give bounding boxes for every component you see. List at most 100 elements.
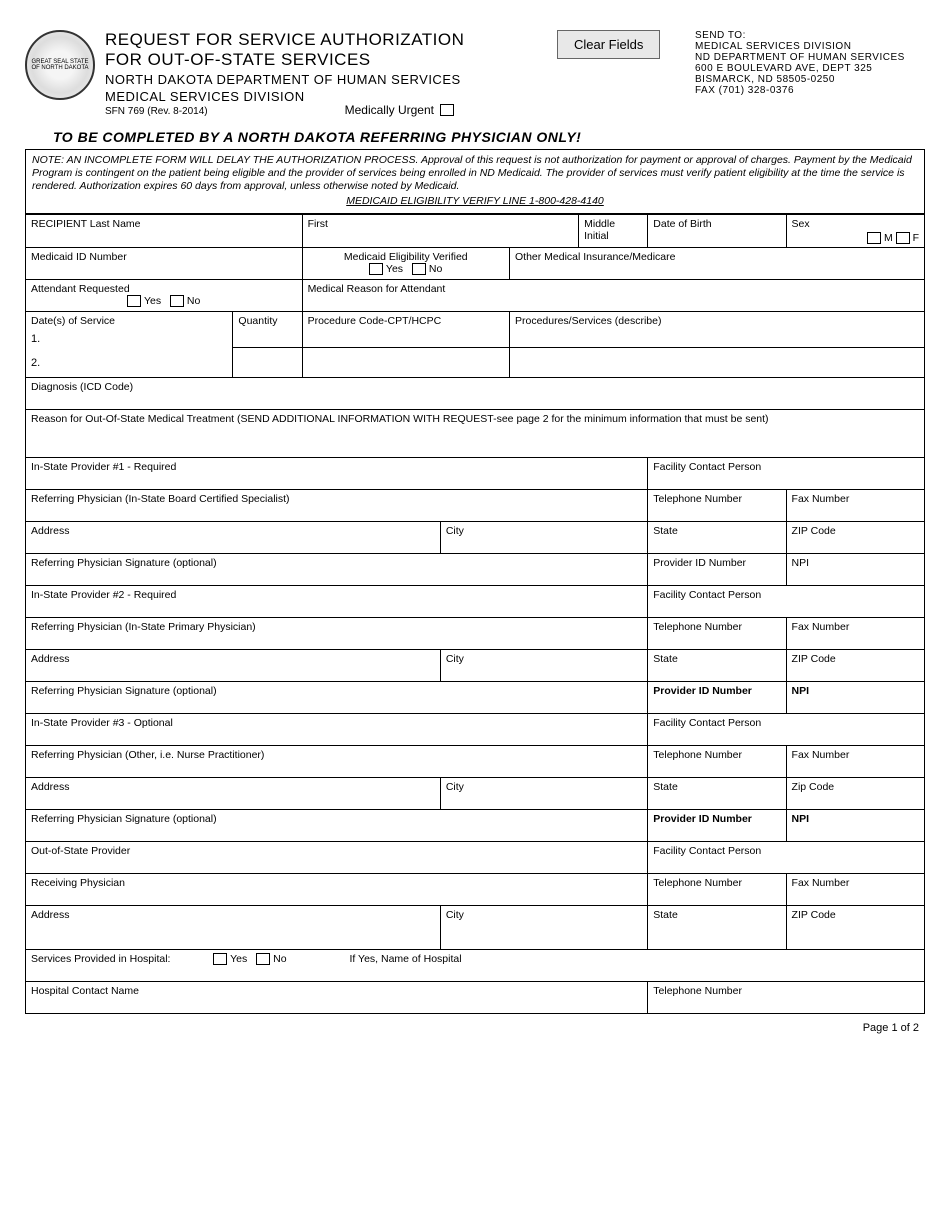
header: GREAT SEAL STATE OF NORTH DAKOTA REQUEST… — [25, 30, 925, 117]
oos-provider[interactable]: Out-of-State Provider — [26, 842, 648, 874]
provider2-physician[interactable]: Referring Physician (In-State Primary Ph… — [26, 618, 648, 650]
proc-desc-2[interactable] — [509, 348, 924, 378]
recipient-dob[interactable]: Date of Birth — [648, 214, 786, 247]
provider3-telephone[interactable]: Telephone Number — [648, 746, 786, 778]
provider2-header: In-State Provider #2 - Required — [26, 586, 648, 618]
provider3-signature[interactable]: Referring Physician Signature (optional) — [26, 810, 648, 842]
provider3-provider-id[interactable]: Provider ID Number — [648, 810, 786, 842]
form-page: GREAT SEAL STATE OF NORTH DAKOTA REQUEST… — [0, 0, 950, 1064]
hospital-contact-name[interactable]: Hospital Contact Name — [26, 982, 648, 1014]
service-row-2[interactable]: 2. — [26, 348, 233, 378]
provider1-physician[interactable]: Referring Physician (In-State Board Cert… — [26, 490, 648, 522]
send-to-block: SEND TO: MEDICAL SERVICES DIVISION ND DE… — [695, 30, 925, 96]
provider1-zip[interactable]: ZIP Code — [786, 522, 924, 554]
medically-urgent-label: Medically Urgent — [345, 103, 434, 117]
division-name: MEDICAL SERVICES DIVISION — [105, 89, 305, 104]
provider3-facility-contact[interactable]: Facility Contact Person — [648, 714, 925, 746]
hospital-no-label: No — [273, 953, 286, 965]
if-yes-hospital-label: If Yes, Name of Hospital — [349, 953, 461, 965]
sex-m-label: M — [884, 232, 893, 244]
state-seal-icon: GREAT SEAL STATE OF NORTH DAKOTA — [25, 30, 95, 100]
provider1-signature[interactable]: Referring Physician Signature (optional) — [26, 554, 648, 586]
provider2-provider-id[interactable]: Provider ID Number — [648, 682, 786, 714]
provider3-physician[interactable]: Referring Physician (Other, i.e. Nurse P… — [26, 746, 648, 778]
attendant-requested: Attendant Requested Yes No — [26, 279, 303, 311]
sex-m-checkbox[interactable] — [867, 232, 881, 244]
provider3-state[interactable]: State — [648, 778, 786, 810]
provider3-zip[interactable]: Zip Code — [786, 778, 924, 810]
reason-out-of-state[interactable]: Reason for Out-Of-State Medical Treatmen… — [26, 410, 925, 458]
medically-urgent-checkbox[interactable] — [440, 104, 454, 116]
quantity-2[interactable] — [233, 348, 302, 378]
receiving-physician[interactable]: Receiving Physician — [26, 874, 648, 906]
medical-reason-attendant[interactable]: Medical Reason for Attendant — [302, 279, 924, 311]
hospital-no-checkbox[interactable] — [256, 953, 270, 965]
provider2-state[interactable]: State — [648, 650, 786, 682]
procedure-code-header: Procedure Code-CPT/HCPC — [302, 311, 509, 348]
provider3-npi[interactable]: NPI — [786, 810, 924, 842]
provider2-telephone[interactable]: Telephone Number — [648, 618, 786, 650]
sendto-line3: 600 E BOULEVARD AVE, DEPT 325 — [695, 63, 925, 74]
recipient-mi[interactable]: Middle Initial — [579, 214, 648, 247]
provider3-city[interactable]: City — [440, 778, 647, 810]
provider2-city[interactable]: City — [440, 650, 647, 682]
elig-yes-checkbox[interactable] — [369, 263, 383, 275]
completed-by-notice: TO BE COMPLETED BY A NORTH DAKOTA REFERR… — [53, 129, 925, 145]
provider2-fax[interactable]: Fax Number — [786, 618, 924, 650]
sendto-line4: BISMARCK, ND 58505-0250 — [695, 74, 925, 85]
hospital-telephone[interactable]: Telephone Number — [648, 982, 925, 1014]
oos-address[interactable]: Address — [26, 906, 441, 950]
clear-fields-button[interactable]: Clear Fields — [557, 30, 660, 59]
form-number: SFN 769 (Rev. 8-2014) — [105, 106, 305, 117]
hospital-yes-checkbox[interactable] — [213, 953, 227, 965]
proc-code-2[interactable] — [302, 348, 509, 378]
attendant-no-checkbox[interactable] — [170, 295, 184, 307]
provider1-fax[interactable]: Fax Number — [786, 490, 924, 522]
attendant-yes-checkbox[interactable] — [127, 295, 141, 307]
dept-name: NORTH DAKOTA DEPARTMENT OF HUMAN SERVICE… — [105, 72, 557, 87]
medically-urgent-row: Medically Urgent — [345, 103, 454, 117]
dates-of-service-header: Date(s) of Service1. — [26, 311, 233, 348]
provider2-npi[interactable]: NPI — [786, 682, 924, 714]
sendto-line1: MEDICAL SERVICES DIVISION — [695, 41, 925, 52]
form-title-1: REQUEST FOR SERVICE AUTHORIZATION — [105, 30, 557, 50]
sendto-title: SEND TO: — [695, 30, 925, 41]
oos-state[interactable]: State — [648, 906, 786, 950]
provider3-header: In-State Provider #3 - Optional — [26, 714, 648, 746]
provider1-provider-id[interactable]: Provider ID Number — [648, 554, 786, 586]
provider1-telephone[interactable]: Telephone Number — [648, 490, 786, 522]
provider1-address[interactable]: Address — [26, 522, 441, 554]
diagnosis[interactable]: Diagnosis (ICD Code) — [26, 378, 925, 410]
elig-no-checkbox[interactable] — [412, 263, 426, 275]
recipient-last-name[interactable]: RECIPIENT Last Name — [26, 214, 303, 247]
title-block: REQUEST FOR SERVICE AUTHORIZATION FOR OU… — [105, 30, 925, 117]
verify-line: MEDICAID ELIGIBILITY VERIFY LINE 1-800-4… — [32, 195, 918, 208]
provider3-address[interactable]: Address — [26, 778, 441, 810]
sex-f-label: F — [913, 232, 919, 244]
sex-f-checkbox[interactable] — [896, 232, 910, 244]
sendto-line2: ND DEPARTMENT OF HUMAN SERVICES — [695, 52, 925, 63]
medicaid-id[interactable]: Medicaid ID Number — [26, 247, 303, 279]
provider1-city[interactable]: City — [440, 522, 647, 554]
attendant-no-label: No — [187, 295, 200, 307]
oos-facility-contact[interactable]: Facility Contact Person — [648, 842, 925, 874]
recipient-first-name[interactable]: First — [302, 214, 579, 247]
provider1-npi[interactable]: NPI — [786, 554, 924, 586]
provider1-state[interactable]: State — [648, 522, 786, 554]
provider2-zip[interactable]: ZIP Code — [786, 650, 924, 682]
other-insurance[interactable]: Other Medical Insurance/Medicare — [509, 247, 924, 279]
provider2-facility-contact[interactable]: Facility Contact Person — [648, 586, 925, 618]
oos-telephone[interactable]: Telephone Number — [648, 874, 786, 906]
procedure-desc-header: Procedures/Services (describe) — [509, 311, 924, 348]
quantity-header: Quantity — [233, 311, 302, 348]
oos-city[interactable]: City — [440, 906, 647, 950]
provider2-address[interactable]: Address — [26, 650, 441, 682]
oos-fax[interactable]: Fax Number — [786, 874, 924, 906]
elig-yes-label: Yes — [386, 263, 403, 275]
provider1-facility-contact[interactable]: Facility Contact Person — [648, 458, 925, 490]
provider2-signature[interactable]: Referring Physician Signature (optional) — [26, 682, 648, 714]
provider3-fax[interactable]: Fax Number — [786, 746, 924, 778]
eligibility-verified: Medicaid Eligibility Verified Yes No — [302, 247, 509, 279]
oos-zip[interactable]: ZIP Code — [786, 906, 924, 950]
service-row-1[interactable]: 1. — [31, 333, 227, 345]
